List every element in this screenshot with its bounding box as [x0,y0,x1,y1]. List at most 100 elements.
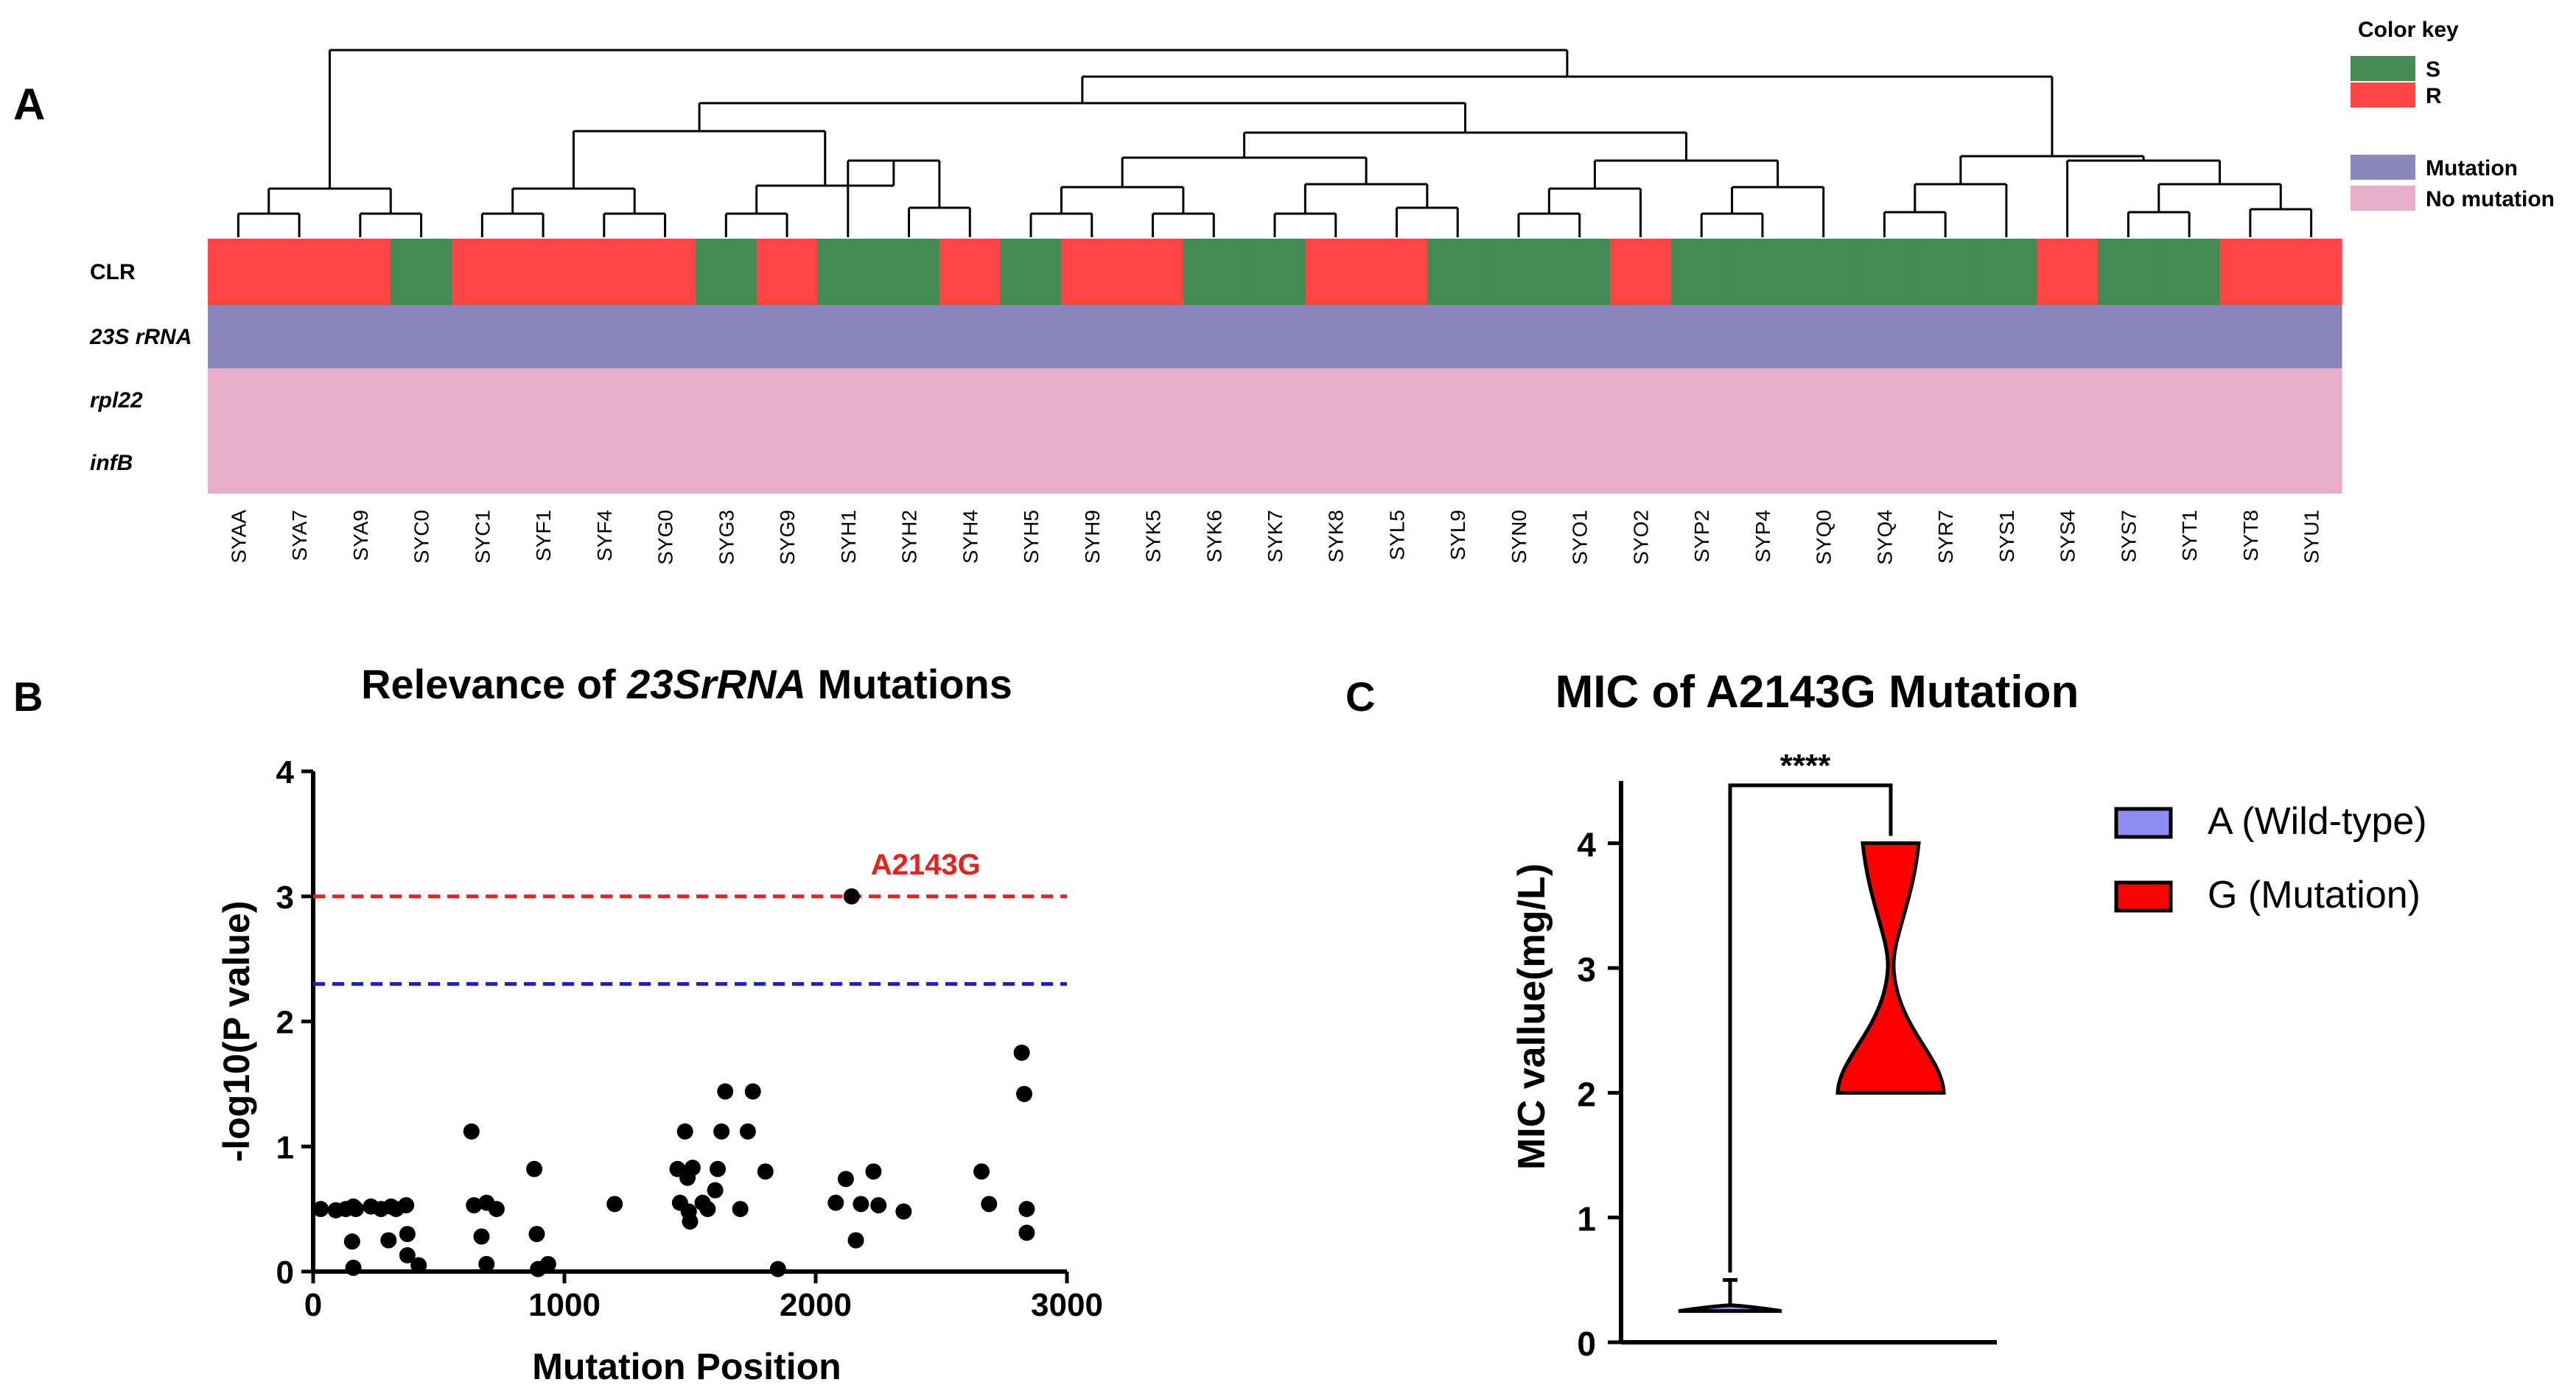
row-label-clr: CLR [90,260,136,284]
heatmap-cell-23s-rrna [2281,305,2342,368]
sample-label: SYK8 [1325,510,1348,563]
data-point [478,1255,495,1272]
heatmap-cell-infb [1793,432,1855,494]
data-point [744,1083,761,1100]
heatmap-cell-rpl22 [1975,368,2037,432]
heatmap-cell-rpl22 [208,368,270,432]
panel-b-letter: B [13,673,43,720]
heatmap-cell-infb [1854,432,1916,494]
heatmap-cell-rpl22 [2098,368,2160,432]
data-point [312,1201,329,1218]
heatmap-cell-23s-rrna [695,305,757,368]
heatmap-cell-rpl22 [634,368,696,432]
data-point [380,1232,397,1249]
heatmap-cell-clr [1000,239,1062,305]
panel-b-x-tick-label: 3000 [1031,1287,1103,1323]
data-point [399,1226,416,1243]
heatmap-cell-clr [1793,239,1855,305]
sample-label: SYG0 [654,510,677,565]
heatmap-cell-clr [2158,239,2221,305]
heatmap-cell-rpl22 [1061,368,1123,432]
panel-b-y-tick-label: 0 [276,1255,294,1291]
sample-label: SYG9 [776,510,799,565]
row-label-infb: infB [90,451,133,475]
annotation-a2143g: A2143G [871,849,981,881]
heatmap-cell-clr [1244,239,1306,305]
legend-label-mutation: G (Mutation) [2208,874,2421,916]
data-point [345,1259,362,1276]
sample-label: SYU1 [2300,510,2323,564]
heatmap-cell-infb [1122,432,1184,494]
heatmap-cell-23s-rrna [1914,305,1977,368]
heatmap-cell-infb [756,432,819,494]
heatmap-cell-infb [2037,432,2099,494]
panel-b-title: Relevance of 23SrRNA Mutations [361,661,1012,707]
data-point [769,1260,786,1277]
row-label-23s-rrna: 23S rRNA [89,325,192,349]
heatmap-cell-23s-rrna [1183,305,1245,368]
heatmap-cell-infb [1000,432,1062,494]
heatmap-cell-infb [878,432,940,494]
heatmap-cell-23s-rrna [1305,305,1367,368]
sample-label: SYH5 [1020,510,1043,564]
heatmap-cell-rpl22 [2037,368,2099,432]
legend-swatch-wild-type [2114,807,2173,839]
heatmap-cell-infb [1914,432,1977,494]
heatmap-cell-rpl22 [1793,368,1855,432]
violin-plot: 0 1 2 3 4 [1577,781,1997,1363]
sample-label: SYL9 [1446,510,1469,561]
data-point [398,1197,415,1214]
heatmap-cell-infb [939,432,1001,494]
heatmap-cell-clr [1122,239,1184,305]
heatmap-cell-rpl22 [391,368,452,432]
heatmap-row-labels: CLR 23S rRNA rpl22 infB [89,260,192,475]
data-point [466,1197,483,1214]
heatmap-cell-infb [1549,432,1611,494]
heatmap-cell-rpl22 [573,368,635,432]
heatmap-cell-clr [939,239,1001,305]
heatmap-cell-rpl22 [1000,368,1062,432]
panel-a-letter: A [13,80,45,129]
heatmap-cell-infb [1427,432,1489,494]
heatmap-cell-23s-rrna [2158,305,2221,368]
heatmap-cell-infb [1061,432,1123,494]
sample-label: SYT1 [2178,510,2201,561]
heatmap-cell-23s-rrna [1670,305,1733,368]
panel-b-xlabel: Mutation Position [532,1346,841,1387]
heatmap-cell-23s-rrna [268,305,331,368]
heatmap-cell-infb [1305,432,1367,494]
heatmap-cell-rpl22 [329,368,391,432]
heatmap-cell-rpl22 [1854,368,1916,432]
data-point [710,1160,727,1177]
data-point [473,1228,490,1245]
heatmap-cell-23s-rrna [878,305,940,368]
data-point [1016,1085,1033,1102]
heatmap-cell-rpl22 [817,368,879,432]
heatmap-cell-infb [512,432,575,494]
heatmap-cell-clr [1610,239,1672,305]
data-point [684,1160,701,1177]
panel-b-y-tick-label: 1 [276,1129,294,1165]
color-key-title: Color key [2358,18,2459,42]
heatmap-cell-clr [2281,239,2342,305]
heatmap-cell-clr [1732,239,1793,305]
heatmap-cell-23s-rrna [1732,305,1793,368]
heatmap-cell-23s-rrna [1366,305,1428,368]
heatmap-cell-infb [695,432,757,494]
heatmap-cell-clr [451,239,514,305]
data-point [676,1123,693,1140]
data-point [707,1182,724,1199]
data-point [539,1255,556,1272]
heatmap-cell-23s-rrna [1793,305,1855,368]
data-point [847,1232,864,1249]
sample-label: SYQ0 [1813,510,1835,565]
heatmap-cell-23s-rrna [451,305,514,368]
data-point [347,1201,364,1218]
sample-label: SYA9 [349,510,372,561]
panel-b-x-tick-label: 0 [304,1287,322,1323]
data-point [528,1226,545,1243]
heatmap-cell-rpl22 [2158,368,2221,432]
heatmap-cell-23s-rrna [634,305,696,368]
heatmap-cell-rpl22 [1549,368,1611,432]
heatmap-cell-rpl22 [268,368,331,432]
